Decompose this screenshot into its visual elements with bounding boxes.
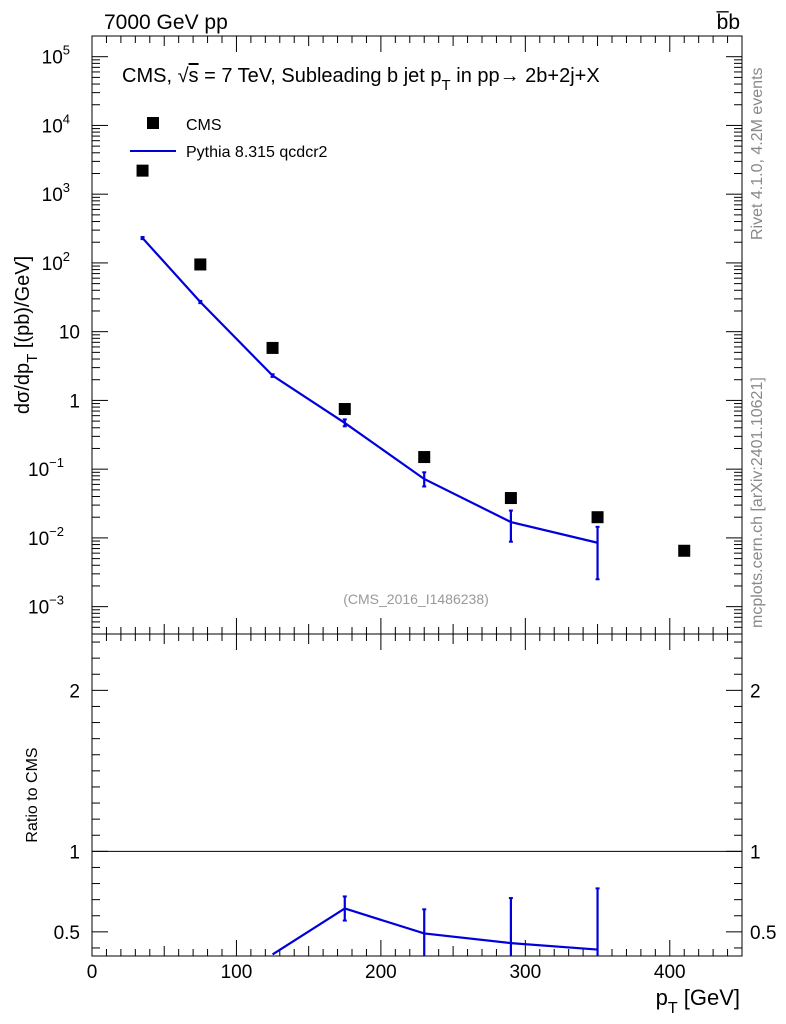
legend-pythia-label: Pythia 8.315 qcdcr2 xyxy=(186,144,328,161)
cms-data-point xyxy=(338,403,351,416)
top-ytick-label: 102 xyxy=(42,249,70,275)
ratio-panel-frame xyxy=(91,633,743,957)
ratio-xtick-label: 0 xyxy=(87,962,98,983)
xlabel: pT [GeV] xyxy=(656,985,740,1017)
top-ytick-label: 103 xyxy=(42,180,70,206)
top-ytick-label: 105 xyxy=(42,43,70,69)
ratio-xtick-label: 100 xyxy=(221,962,253,983)
ratio-xtick-labels: 0 100 200 300 400 xyxy=(87,962,686,983)
title-mid: = 7 TeV, Subleading b jet p xyxy=(199,65,442,87)
top-ytick-label: 10−3 xyxy=(28,593,64,619)
title-sqrt-sign: √ xyxy=(178,65,189,87)
top-mc-series xyxy=(140,236,600,581)
ratio-xtick-label: 400 xyxy=(654,962,686,983)
ratio-ytick-label-left: 0.5 xyxy=(54,923,80,944)
cms-data-point xyxy=(136,164,149,177)
mcplots-label: mcplots.cern.ch [arXiv:2401.10621] xyxy=(749,377,766,628)
top-ytick-label: 10−2 xyxy=(28,524,64,550)
ratio-ytick-label-left: 2 xyxy=(69,681,80,702)
ratio-mc-series xyxy=(271,887,600,956)
header-left: 7000 GeV pp xyxy=(104,11,228,34)
ratio-ytick-label-right: 2 xyxy=(750,681,761,702)
ratio-ytick-labels: 0.5 0.5 1 1 2 2 xyxy=(54,681,777,944)
mc-line xyxy=(141,237,598,544)
title-sub: T xyxy=(442,77,451,94)
top-ytick-label: 1 xyxy=(69,391,80,412)
ratio-xtick-label: 300 xyxy=(509,962,541,983)
header-right: b̅b xyxy=(716,11,740,34)
ratio-ytick-label-left: 1 xyxy=(69,842,80,863)
ratio-mc-line xyxy=(271,907,598,956)
ratio-ytick-label-right: 1 xyxy=(750,842,761,863)
top-panel-ticks xyxy=(91,35,743,635)
ratio-ylabel: Ratio to CMS xyxy=(24,747,41,842)
title-pre: CMS, xyxy=(122,65,178,87)
legend-cms-marker xyxy=(147,117,159,129)
top-ytick-labels: 10−3 10−2 10−1 1 10 102 103 104 105 xyxy=(28,43,80,619)
ratio-xtick-label: 200 xyxy=(365,962,397,983)
cms-data-point xyxy=(266,341,279,354)
top-ytick-label: 10−1 xyxy=(28,455,64,481)
analysis-label: (CMS_2016_I1486238) xyxy=(343,591,489,607)
rivet-label: Rivet 4.1.0, 4.2M events xyxy=(749,67,766,240)
title-post: in pp→ 2b+2j+X xyxy=(451,65,600,87)
top-ytick-label: 10 xyxy=(59,323,80,344)
cms-data-point xyxy=(678,544,691,557)
cms-data-point xyxy=(194,258,207,271)
cms-data-point xyxy=(591,511,604,524)
chart-title: CMS, √s = 7 TeV, Subleading b jet pT in … xyxy=(122,65,600,94)
ratio-ytick-label-right: 0.5 xyxy=(750,923,776,944)
legend-cms-label: CMS xyxy=(186,117,222,134)
top-data-series xyxy=(136,164,691,557)
cms-data-point xyxy=(418,451,431,464)
cms-data-point xyxy=(504,492,517,505)
ratio-panel-ticks xyxy=(91,634,743,956)
top-ytick-label: 104 xyxy=(42,111,70,137)
title-sqrt-arg: s xyxy=(189,65,199,87)
top-ylabel: dσ/dpT [(pb)/GeV] xyxy=(12,256,41,414)
